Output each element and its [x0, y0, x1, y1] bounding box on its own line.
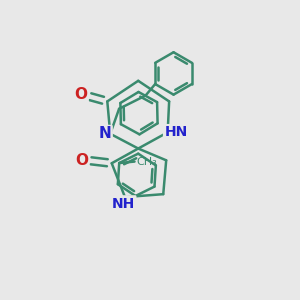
Text: HN: HN [164, 125, 188, 139]
Text: O: O [74, 87, 87, 102]
Text: NH: NH [112, 196, 135, 211]
Text: O: O [75, 153, 88, 168]
Text: CH₃: CH₃ [136, 157, 157, 166]
Text: N: N [99, 126, 111, 141]
